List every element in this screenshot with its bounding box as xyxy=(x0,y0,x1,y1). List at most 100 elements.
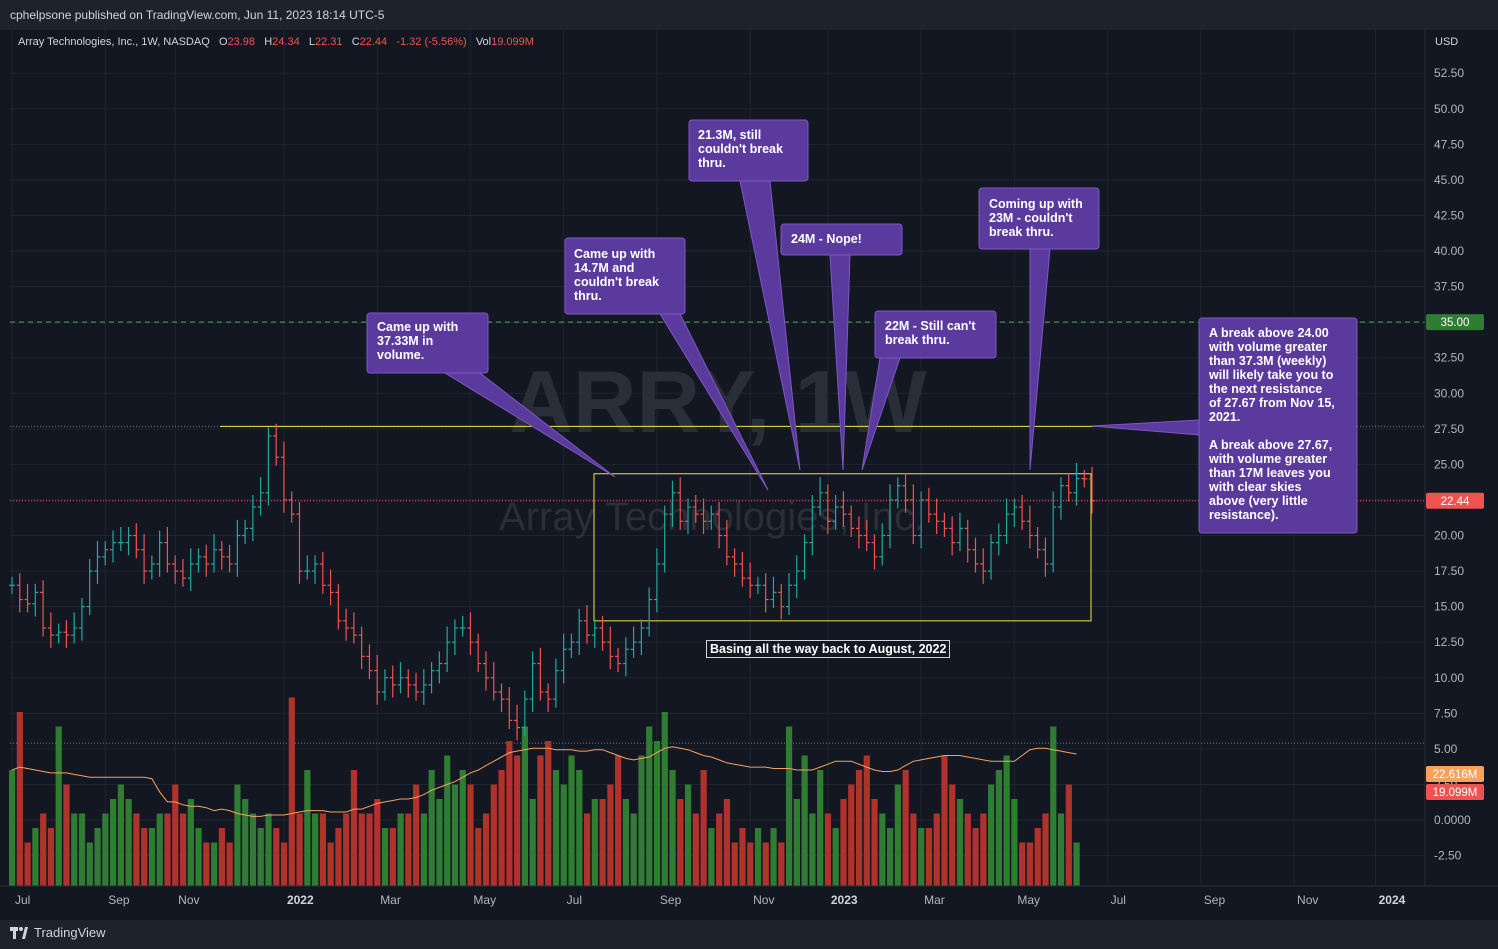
volume-badge-bg xyxy=(1426,784,1484,800)
ohlc-bar xyxy=(327,569,334,606)
ohlc-bar xyxy=(832,494,839,530)
ohlc-bar xyxy=(467,612,474,655)
ohlc-bar xyxy=(436,651,443,684)
ohlc-bar xyxy=(249,494,256,542)
ohlc-bar xyxy=(615,647,622,673)
ohlc-bar xyxy=(1034,526,1041,559)
volume-bar xyxy=(335,828,342,886)
volume-bar xyxy=(102,813,109,886)
ohlc-bar xyxy=(110,530,117,563)
ohlc-bar xyxy=(1026,505,1033,549)
volume-bar xyxy=(879,813,886,886)
ohlc-bar xyxy=(32,583,39,617)
ohlc-bar xyxy=(879,523,886,566)
x-tick-label: Nov xyxy=(178,893,199,907)
x-tick-label: Jul xyxy=(1111,893,1126,907)
ohlc-bar xyxy=(102,541,109,566)
ohlc-bar xyxy=(910,484,917,545)
ohlc-bar xyxy=(661,505,668,573)
y-tick-label: -2.50 xyxy=(1434,849,1462,863)
ohlc-bar xyxy=(1003,498,1010,545)
volume-bar xyxy=(840,799,847,886)
volume-bar xyxy=(436,799,443,886)
y-tick-label: 15.00 xyxy=(1434,600,1464,614)
volume-bar xyxy=(653,741,661,886)
ohlc-bar xyxy=(995,523,1002,556)
ohlc-bar xyxy=(607,626,614,670)
volume-bar xyxy=(638,755,645,886)
ohlc-bar xyxy=(319,551,326,594)
ohlc-bar xyxy=(179,558,186,587)
x-tick-label: 2022 xyxy=(287,893,314,907)
ohlc-bar xyxy=(972,537,979,573)
ohlc-bar xyxy=(125,526,132,556)
publish-header: cphelpsone published on TradingView.com,… xyxy=(0,0,1498,30)
footer-bar: TradingView xyxy=(0,920,1498,949)
ohlc-bar xyxy=(552,658,559,708)
volume-bar xyxy=(366,813,373,886)
volume-bar xyxy=(280,842,288,886)
volume-bar xyxy=(778,842,785,886)
ohlc-bar xyxy=(498,683,505,712)
volume-bar xyxy=(809,813,816,886)
ohlc-bar xyxy=(490,662,497,701)
ohlc-bar xyxy=(871,534,878,570)
symbol-legend[interactable]: Array Technologies, Inc., 1W, NASDAQ O23… xyxy=(18,36,534,48)
ohlc-bar xyxy=(40,580,47,637)
volume-bar xyxy=(615,755,622,886)
ohlc-bar xyxy=(24,583,31,613)
tradingview-logo[interactable]: TradingView xyxy=(10,925,106,940)
last-price-badge: 22.44 xyxy=(1441,496,1470,508)
volume-bar xyxy=(925,828,933,886)
legend-vol: 19.099M xyxy=(491,36,534,48)
volume-bar xyxy=(669,770,676,886)
ohlc-bar xyxy=(692,494,699,523)
ohlc-bar xyxy=(172,555,179,584)
x-tick-label: Nov xyxy=(1297,893,1318,907)
ohlc-bar xyxy=(1073,462,1080,506)
volume-bar xyxy=(1057,813,1065,886)
volume-bar xyxy=(949,784,956,886)
volume-bar xyxy=(863,755,870,886)
volume-bar xyxy=(677,799,684,886)
volume-bar xyxy=(9,770,16,886)
ohlc-bar xyxy=(78,598,85,641)
volume-bar xyxy=(1019,842,1026,886)
volume-bar xyxy=(273,828,280,886)
callout-text-6: Coming up with 23M - couldn't break thru… xyxy=(989,197,1083,239)
price-axis-bg xyxy=(1425,30,1498,886)
ohlc-bar xyxy=(1019,494,1026,530)
price-chart[interactable]: ARRY, 1W Array Technologies, Inc. USD52.… xyxy=(0,0,1498,920)
ohlc-bar xyxy=(358,626,365,670)
volume-bar xyxy=(988,784,995,886)
ohlc-bar xyxy=(273,423,280,466)
volume-bar xyxy=(257,828,264,886)
volume-bar xyxy=(172,784,179,886)
volume-bar xyxy=(871,799,878,886)
volume-bar xyxy=(110,799,117,886)
callout-tail xyxy=(1029,248,1051,471)
ohlc-bar xyxy=(296,502,303,584)
volume-bar xyxy=(972,828,979,886)
volume-bar xyxy=(16,712,23,886)
legend-close: 22.44 xyxy=(359,36,388,48)
currency-label: USD xyxy=(1435,36,1458,48)
ohlc-bar xyxy=(459,615,466,637)
y-tick-label: 32.50 xyxy=(1434,351,1464,365)
ohlc-bar xyxy=(902,473,909,513)
legend-vol-label: Vol xyxy=(475,36,492,48)
volume-bar xyxy=(708,828,715,886)
volume-bar xyxy=(467,784,474,886)
y-tick-label: 5.00 xyxy=(1434,742,1458,756)
ohlc-bar xyxy=(514,704,521,741)
legend-open: 23.98 xyxy=(227,36,256,48)
ohlc-bar xyxy=(723,519,730,566)
volume-bar xyxy=(226,842,233,886)
volume-bar xyxy=(444,755,451,886)
volume-bar xyxy=(94,828,101,886)
ohlc-bar xyxy=(980,548,987,584)
ohlc-bar xyxy=(335,583,342,630)
volume-bar xyxy=(203,842,210,886)
volume-bar xyxy=(770,828,777,886)
volume-bar xyxy=(350,770,358,886)
